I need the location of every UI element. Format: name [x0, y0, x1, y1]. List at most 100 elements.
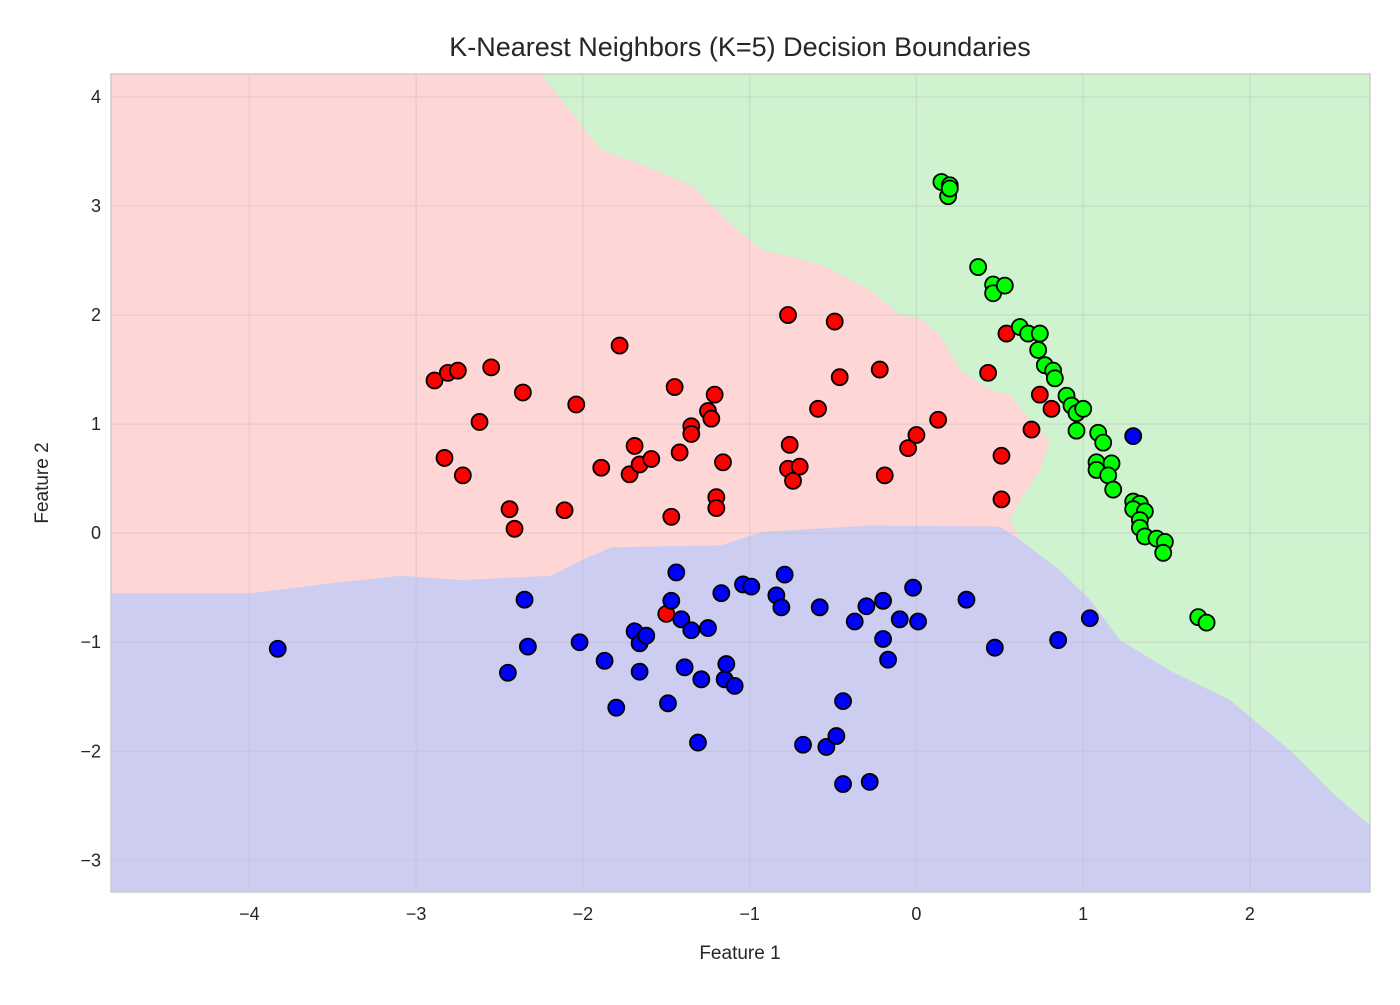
y-tick-label: 2	[91, 305, 101, 325]
data-point	[779, 306, 797, 324]
data-point	[714, 453, 732, 472]
x-tick-label: −3	[406, 904, 427, 924]
data-point	[667, 563, 686, 582]
data-point	[1045, 369, 1064, 388]
data-point	[957, 590, 976, 609]
data-point	[702, 409, 721, 428]
data-point	[969, 258, 988, 276]
data-point	[860, 772, 879, 791]
data-point	[772, 598, 791, 617]
data-point	[513, 383, 532, 402]
data-point	[515, 590, 534, 609]
y-tick-label: 4	[91, 87, 101, 107]
x-tick-label: −2	[573, 904, 594, 924]
data-point	[500, 500, 519, 519]
data-point	[940, 179, 959, 198]
data-point	[1074, 399, 1093, 418]
data-point	[625, 437, 644, 455]
data-point	[794, 735, 812, 754]
data-point	[630, 662, 649, 681]
data-point	[775, 565, 794, 584]
data-point	[929, 410, 948, 429]
red-region	[111, 74, 1050, 594]
data-point	[899, 439, 917, 457]
chart-title: K-Nearest Neighbors (K=5) Decision Bound…	[449, 32, 1031, 62]
data-point	[742, 577, 761, 596]
data-point	[995, 276, 1014, 295]
x-axis-label: Feature 1	[699, 943, 780, 964]
data-point	[1124, 427, 1143, 446]
data-point	[268, 639, 287, 658]
data-point	[857, 597, 876, 616]
data-point	[1029, 341, 1048, 359]
data-point	[610, 336, 629, 355]
y-axis-label: Feature 2	[32, 442, 53, 523]
x-tick-label: −4	[239, 904, 260, 924]
data-point	[834, 692, 852, 711]
data-point	[1080, 609, 1099, 628]
data-point	[670, 443, 689, 462]
data-point	[810, 598, 829, 617]
data-point	[890, 610, 909, 629]
data-point	[707, 499, 726, 517]
y-tick-label: −3	[80, 850, 101, 870]
data-point	[1094, 433, 1113, 452]
data-point	[659, 694, 677, 713]
data-point	[780, 435, 799, 454]
data-point	[870, 360, 889, 379]
y-tick-label: 0	[91, 523, 101, 543]
data-point	[470, 413, 489, 431]
data-point	[909, 612, 927, 631]
data-point	[1042, 399, 1061, 418]
data-point	[784, 471, 802, 490]
green-region	[541, 74, 1370, 826]
data-point	[665, 378, 684, 396]
data-point	[827, 727, 846, 745]
data-point	[595, 651, 614, 670]
data-point	[448, 361, 467, 380]
data-point	[699, 619, 717, 637]
data-point	[682, 621, 701, 640]
data-point	[662, 591, 681, 610]
data-point	[689, 733, 707, 752]
data-point	[830, 368, 849, 387]
data-point	[879, 650, 897, 669]
data-point	[1154, 543, 1173, 562]
plot-frame	[110, 73, 1371, 893]
data-point	[712, 584, 731, 603]
data-point	[607, 698, 626, 717]
data-point	[672, 610, 691, 629]
scatter-points	[268, 173, 1216, 793]
data-point	[875, 466, 894, 485]
x-tick-label: 1	[1078, 904, 1088, 924]
data-point	[637, 626, 656, 645]
data-point	[809, 399, 827, 418]
data-point	[570, 633, 589, 652]
data-point	[992, 446, 1011, 465]
data-point	[555, 501, 574, 520]
decision-regions	[111, 74, 1370, 892]
data-point	[567, 395, 586, 414]
data-point	[705, 385, 724, 404]
y-tick-label: 1	[91, 414, 101, 434]
data-point	[435, 449, 454, 467]
data-point	[825, 312, 844, 331]
data-point	[1197, 613, 1216, 632]
data-point	[692, 670, 711, 689]
data-point	[1049, 631, 1068, 649]
data-point	[845, 612, 864, 631]
data-point	[425, 371, 444, 390]
data-point	[1030, 324, 1049, 343]
y-tick-label: −1	[80, 632, 101, 652]
data-point	[985, 638, 1004, 657]
data-point	[725, 676, 744, 695]
data-point	[662, 507, 681, 526]
y-tick-label: −2	[80, 741, 101, 761]
data-point	[979, 363, 998, 382]
data-point	[675, 658, 694, 677]
data-point	[834, 775, 852, 793]
x-tick-label: 0	[911, 904, 921, 924]
data-point	[904, 578, 922, 597]
data-point	[592, 458, 611, 477]
